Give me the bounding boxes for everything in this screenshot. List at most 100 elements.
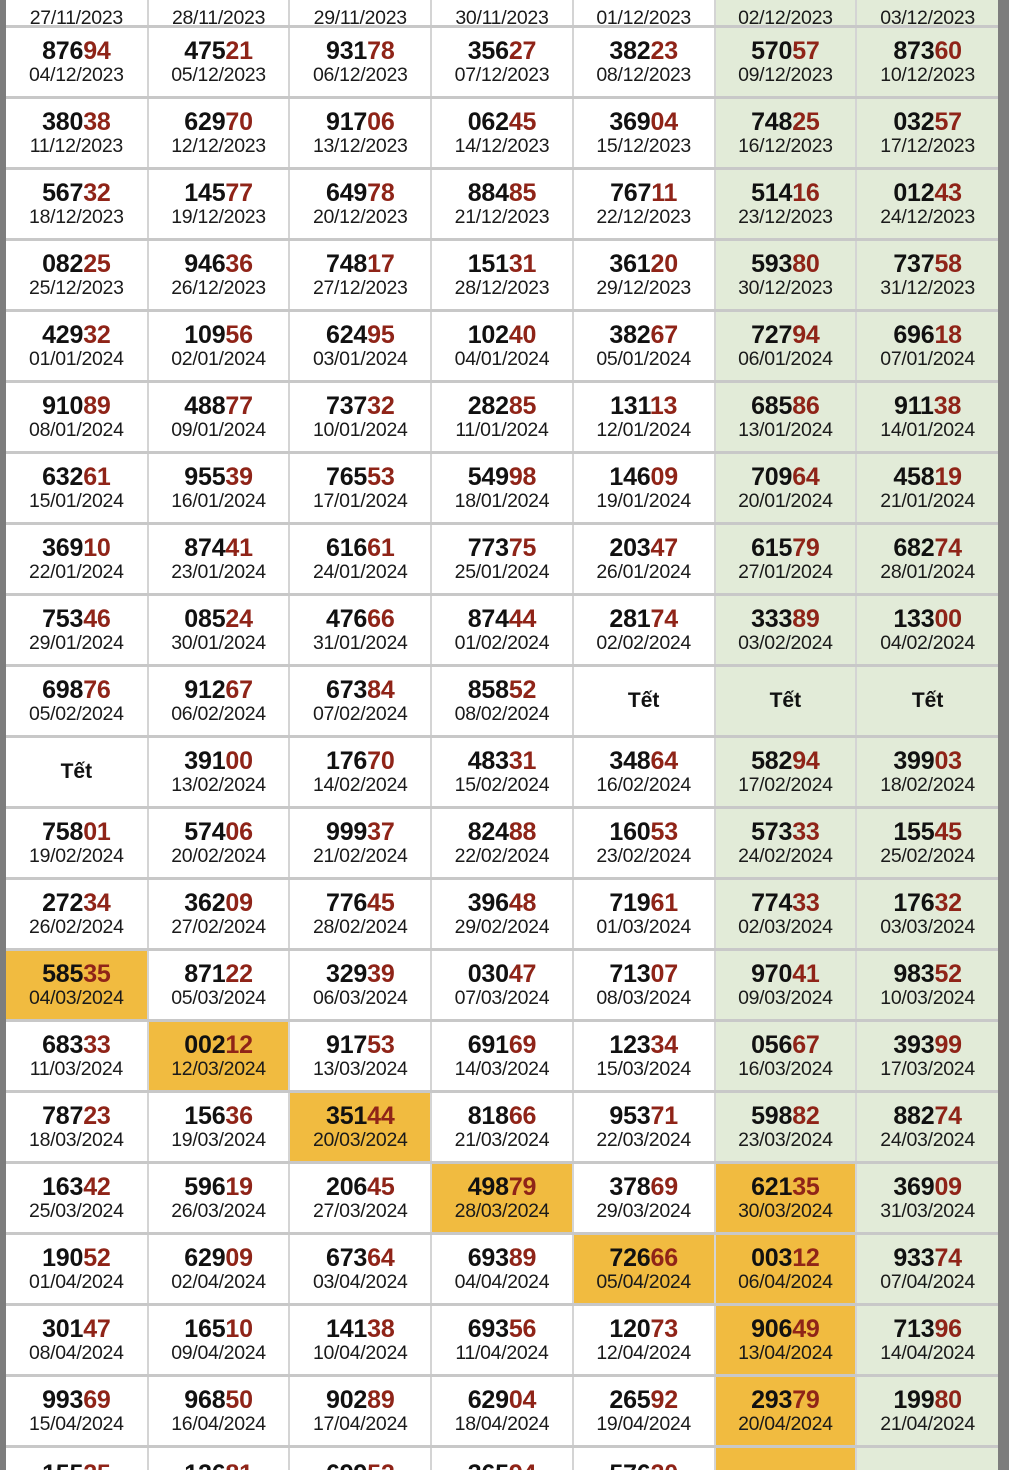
result-cell[interactable]: 57057 09/12/2023 (714, 26, 858, 99)
result-cell[interactable]: 67384 07/02/2024 (289, 665, 433, 738)
result-cell[interactable]: 71961 01/03/2024 (572, 878, 716, 951)
result-cell-empty[interactable] (714, 1446, 858, 1470)
result-cell[interactable]: 15636 19/03/2024 (147, 1091, 291, 1164)
result-cell[interactable]: 17632 03/03/2024 (856, 878, 998, 951)
result-cell[interactable]: 87441 23/01/2024 (147, 523, 291, 596)
result-cell[interactable]: 29/11/2023 (289, 0, 433, 28)
result-cell[interactable]: 28285 11/01/2024 (431, 381, 574, 454)
result-cell[interactable]: 35144 20/03/2024 (289, 1091, 433, 1164)
result-cell[interactable]: 58535 04/03/2024 (6, 949, 149, 1022)
result-cell-tet[interactable]: Tết (572, 665, 716, 738)
result-cell[interactable]: 71307 08/03/2024 (572, 949, 716, 1022)
result-cell[interactable]: 6995224/04/2024 (289, 1446, 433, 1470)
result-cell[interactable]: 81866 21/03/2024 (431, 1091, 574, 1164)
result-cell[interactable]: 88485 21/12/2023 (431, 168, 574, 241)
result-cell[interactable]: 56732 18/12/2023 (6, 168, 149, 241)
result-cell-tet[interactable]: Tết (6, 736, 149, 809)
result-cell[interactable]: 36209 27/02/2024 (147, 878, 291, 951)
result-cell[interactable]: 39903 18/02/2024 (856, 736, 998, 809)
result-cell[interactable]: 29379 20/04/2024 (714, 1375, 858, 1448)
result-cell[interactable]: 30/11/2023 (431, 0, 574, 28)
result-cell[interactable]: 76711 22/12/2023 (572, 168, 716, 241)
result-cell[interactable]: 54998 18/01/2024 (431, 452, 574, 525)
result-cell[interactable]: 73758 31/12/2023 (856, 239, 998, 312)
result-cell[interactable]: 95371 22/03/2024 (572, 1091, 716, 1164)
result-cell[interactable]: 93374 07/04/2024 (856, 1233, 998, 1306)
result-cell[interactable]: 15131 28/12/2023 (431, 239, 574, 312)
result-cell[interactable]: 64978 20/12/2023 (289, 168, 433, 241)
result-cell[interactable]: 70964 20/01/2024 (714, 452, 858, 525)
result-cell[interactable]: 16342 25/03/2024 (6, 1162, 149, 1235)
result-cell[interactable]: 57333 24/02/2024 (714, 807, 858, 880)
result-cell[interactable]: 13300 04/02/2024 (856, 594, 998, 667)
result-cell[interactable]: 69356 11/04/2024 (431, 1304, 574, 1377)
result-cell[interactable]: 36904 15/12/2023 (572, 97, 716, 170)
result-cell[interactable]: 12073 12/04/2024 (572, 1304, 716, 1377)
result-cell[interactable]: 87444 01/02/2024 (431, 594, 574, 667)
result-cell[interactable]: 39399 17/03/2024 (856, 1020, 998, 1093)
result-cell[interactable]: 69876 05/02/2024 (6, 665, 149, 738)
result-cell[interactable]: 99369 15/04/2024 (6, 1375, 149, 1448)
result-cell[interactable]: 63261 15/01/2024 (6, 452, 149, 525)
result-cell[interactable]: 27234 26/02/2024 (6, 878, 149, 951)
result-cell[interactable]: 39648 29/02/2024 (431, 878, 574, 951)
result-cell[interactable]: 59619 26/03/2024 (147, 1162, 291, 1235)
result-cell[interactable]: 15545 25/02/2024 (856, 807, 998, 880)
result-cell[interactable]: 38267 05/01/2024 (572, 310, 716, 383)
result-cell[interactable]: 30147 08/04/2024 (6, 1304, 149, 1377)
result-cell[interactable]: 08524 30/01/2024 (147, 594, 291, 667)
result-cell[interactable]: 20645 27/03/2024 (289, 1162, 433, 1235)
result-cell[interactable]: 58294 17/02/2024 (714, 736, 858, 809)
result-cell[interactable]: 1552522/04/2024 (6, 1446, 149, 1470)
result-cell[interactable]: 62904 18/04/2024 (431, 1375, 574, 1448)
result-cell[interactable]: 02/12/2023 (714, 0, 858, 28)
result-cell[interactable]: 28174 02/02/2024 (572, 594, 716, 667)
result-cell[interactable]: 03047 07/03/2024 (431, 949, 574, 1022)
result-cell[interactable]: 94636 26/12/2023 (147, 239, 291, 312)
result-cell[interactable]: 1268123/04/2024 (147, 1446, 291, 1470)
result-cell[interactable]: 33389 03/02/2024 (714, 594, 858, 667)
result-cell[interactable]: 88274 24/03/2024 (856, 1091, 998, 1164)
result-cell[interactable]: 95539 16/01/2024 (147, 452, 291, 525)
result-cell[interactable]: 37869 29/03/2024 (572, 1162, 716, 1235)
result-cell[interactable]: 36910 22/01/2024 (6, 523, 149, 596)
result-cell[interactable]: 34864 16/02/2024 (572, 736, 716, 809)
result-cell[interactable]: 76553 17/01/2024 (289, 452, 433, 525)
result-cell[interactable]: 85852 08/02/2024 (431, 665, 574, 738)
result-cell-tet[interactable]: Tết (714, 665, 858, 738)
result-cell[interactable]: 03/12/2023 (856, 0, 998, 28)
result-cell[interactable]: 06245 14/12/2023 (431, 97, 574, 170)
result-cell[interactable]: 72666 05/04/2024 (572, 1233, 716, 1306)
result-cell[interactable]: 73732 10/01/2024 (289, 381, 433, 454)
result-cell[interactable]: 87694 04/12/2023 (6, 26, 149, 99)
result-cell[interactable]: 48331 15/02/2024 (431, 736, 574, 809)
result-cell[interactable]: 49879 28/03/2024 (431, 1162, 574, 1235)
result-cell-empty[interactable] (856, 1446, 998, 1470)
result-cell[interactable]: 90289 17/04/2024 (289, 1375, 433, 1448)
result-cell[interactable]: 19052 01/04/2024 (6, 1233, 149, 1306)
result-cell[interactable]: 62495 03/01/2024 (289, 310, 433, 383)
result-cell[interactable]: 13113 12/01/2024 (572, 381, 716, 454)
result-cell[interactable]: 67364 03/04/2024 (289, 1233, 433, 1306)
result-cell[interactable]: 14138 10/04/2024 (289, 1304, 433, 1377)
result-cell[interactable]: 91267 06/02/2024 (147, 665, 291, 738)
result-cell[interactable]: 61579 27/01/2024 (714, 523, 858, 596)
result-cell[interactable]: 16053 23/02/2024 (572, 807, 716, 880)
result-cell[interactable]: 14577 19/12/2023 (147, 168, 291, 241)
result-cell[interactable]: 38223 08/12/2023 (572, 26, 716, 99)
result-cell[interactable]: 16510 09/04/2024 (147, 1304, 291, 1377)
result-cell[interactable]: 28/11/2023 (147, 0, 291, 28)
result-cell[interactable]: 91138 14/01/2024 (856, 381, 998, 454)
result-cell[interactable]: 69169 14/03/2024 (431, 1020, 574, 1093)
result-cell[interactable]: 69618 07/01/2024 (856, 310, 998, 383)
result-cell[interactable]: 03257 17/12/2023 (856, 97, 998, 170)
result-cell[interactable]: 05667 16/03/2024 (714, 1020, 858, 1093)
result-cell[interactable]: 17670 14/02/2024 (289, 736, 433, 809)
result-cell[interactable]: 62909 02/04/2024 (147, 1233, 291, 1306)
result-cell[interactable]: 19980 21/04/2024 (856, 1375, 998, 1448)
result-cell[interactable]: 36120 29/12/2023 (572, 239, 716, 312)
result-cell[interactable]: 36909 31/03/2024 (856, 1162, 998, 1235)
result-cell[interactable]: 90649 13/04/2024 (714, 1304, 858, 1377)
result-cell[interactable]: 5762026/04/2024 (572, 1446, 716, 1470)
result-cell[interactable]: 45819 21/01/2024 (856, 452, 998, 525)
